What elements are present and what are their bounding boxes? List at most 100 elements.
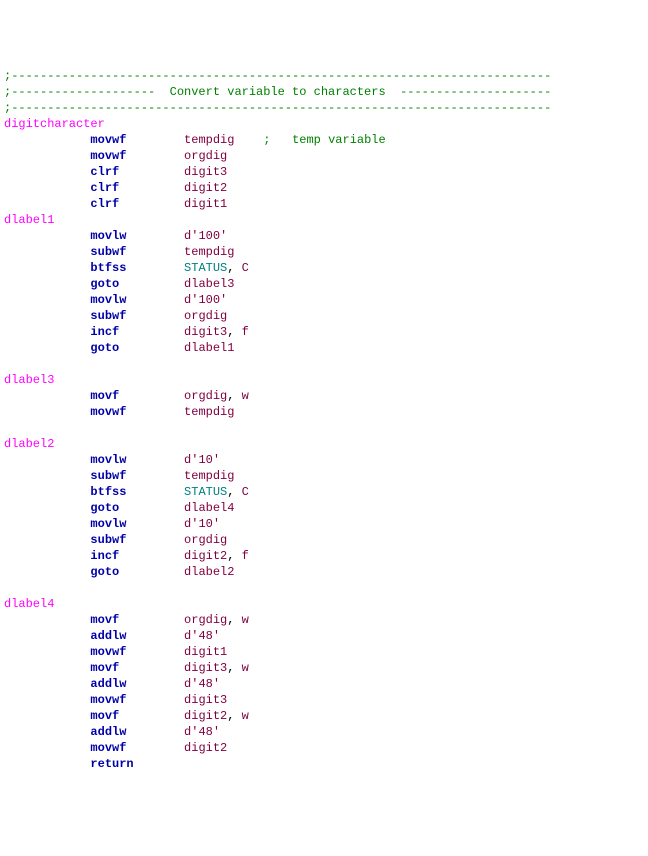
code-line: movlw d'100' (4, 292, 648, 308)
code-line: ;-------------------- Convert variable t… (4, 84, 648, 100)
code-line: incf digit2, f (4, 548, 648, 564)
operand-separator: , (227, 485, 241, 499)
code-line: clrf digit3 (4, 164, 648, 180)
code-line: movlw d'100' (4, 228, 648, 244)
asm-mnemonic: goto (90, 501, 119, 515)
code-line: subwf tempdig (4, 244, 648, 260)
asm-label: digitcharacter (4, 117, 105, 131)
comment-text: ;---------------------------------------… (4, 69, 551, 83)
asm-mnemonic: addlw (90, 677, 126, 691)
asm-operand: d'10' (184, 453, 220, 467)
asm-mnemonic: addlw (90, 629, 126, 643)
asm-mnemonic: goto (90, 341, 119, 355)
asm-mnemonic: movwf (90, 133, 126, 147)
code-line: movwf orgdig (4, 148, 648, 164)
asm-operand: digit3 (184, 693, 227, 707)
asm-mnemonic: movwf (90, 405, 126, 419)
asm-mnemonic: incf (90, 325, 119, 339)
code-line: btfss STATUS, C (4, 260, 648, 276)
asm-mnemonic: movlw (90, 293, 126, 307)
asm-operand: dlabel3 (184, 277, 234, 291)
code-line: movwf digit2 (4, 740, 648, 756)
code-line: addlw d'48' (4, 676, 648, 692)
code-line: goto dlabel4 (4, 500, 648, 516)
asm-operand: f (242, 325, 249, 339)
asm-operand: digit1 (184, 197, 227, 211)
operand-separator: , (227, 661, 241, 675)
asm-operand: d'100' (184, 293, 227, 307)
asm-mnemonic: movwf (90, 645, 126, 659)
operand-separator: , (227, 389, 241, 403)
code-line: dlabel4 (4, 596, 648, 612)
asm-mnemonic: movwf (90, 741, 126, 755)
code-line: movf digit3, w (4, 660, 648, 676)
asm-mnemonic: btfss (90, 485, 126, 499)
code-line: clrf digit2 (4, 180, 648, 196)
code-line: movlw d'10' (4, 516, 648, 532)
operand-separator: , (227, 709, 241, 723)
asm-operand: orgdig (184, 149, 227, 163)
code-line: movf orgdig, w (4, 388, 648, 404)
code-line: ;---------------------------------------… (4, 68, 648, 84)
code-line: movf orgdig, w (4, 612, 648, 628)
asm-mnemonic: clrf (90, 165, 119, 179)
code-line: movf digit2, w (4, 708, 648, 724)
asm-label: dlabel1 (4, 213, 54, 227)
asm-operand: dlabel1 (184, 341, 234, 355)
asm-operand: orgdig (184, 533, 227, 547)
code-line: goto dlabel3 (4, 276, 648, 292)
comment-text: ;-------------------- Convert variable t… (4, 85, 551, 99)
asm-code-block: ;---------------------------------------… (4, 68, 648, 772)
code-line: subwf tempdig (4, 468, 648, 484)
code-line: movwf digit3 (4, 692, 648, 708)
asm-operand: w (242, 613, 249, 627)
code-line: btfss STATUS, C (4, 484, 648, 500)
asm-mnemonic: movlw (90, 229, 126, 243)
code-line: subwf orgdig (4, 308, 648, 324)
asm-mnemonic: movf (90, 389, 119, 403)
asm-mnemonic: return (90, 757, 133, 771)
asm-operand: STATUS (184, 261, 227, 275)
asm-mnemonic: clrf (90, 197, 119, 211)
asm-operand: digit1 (184, 645, 227, 659)
asm-mnemonic: addlw (90, 725, 126, 739)
code-line: subwf orgdig (4, 532, 648, 548)
asm-mnemonic: movf (90, 613, 119, 627)
asm-mnemonic: goto (90, 565, 119, 579)
asm-operand: digit2 (184, 181, 227, 195)
comment-text: ;---------------------------------------… (4, 101, 551, 115)
asm-mnemonic: movf (90, 661, 119, 675)
code-line: ;---------------------------------------… (4, 100, 648, 116)
operand-separator: , (227, 325, 241, 339)
asm-label: dlabel2 (4, 437, 54, 451)
asm-mnemonic: movwf (90, 693, 126, 707)
asm-mnemonic: subwf (90, 533, 126, 547)
asm-operand: digit3 (184, 325, 227, 339)
asm-mnemonic: movlw (90, 517, 126, 531)
asm-operand: orgdig (184, 613, 227, 627)
code-line: dlabel1 (4, 212, 648, 228)
asm-mnemonic: incf (90, 549, 119, 563)
code-line: movlw d'10' (4, 452, 648, 468)
code-line: movwf tempdig (4, 404, 648, 420)
code-line: addlw d'48' (4, 628, 648, 644)
code-line: dlabel2 (4, 436, 648, 452)
asm-operand: dlabel4 (184, 501, 234, 515)
asm-operand: w (242, 661, 249, 675)
code-line: incf digit3, f (4, 324, 648, 340)
asm-label: dlabel3 (4, 373, 54, 387)
asm-operand: C (242, 261, 249, 275)
asm-mnemonic: subwf (90, 309, 126, 323)
code-line: goto dlabel2 (4, 564, 648, 580)
asm-mnemonic: clrf (90, 181, 119, 195)
asm-operand: digit3 (184, 165, 227, 179)
asm-label: dlabel4 (4, 597, 54, 611)
operand-separator: , (227, 549, 241, 563)
asm-operand: tempdig (184, 405, 234, 419)
operand-separator: , (227, 261, 241, 275)
asm-operand: d'10' (184, 517, 220, 531)
asm-operand: C (242, 485, 249, 499)
asm-operand: tempdig (184, 133, 234, 147)
code-line: movwf tempdig ; temp variable (4, 132, 648, 148)
code-line: digitcharacter (4, 116, 648, 132)
